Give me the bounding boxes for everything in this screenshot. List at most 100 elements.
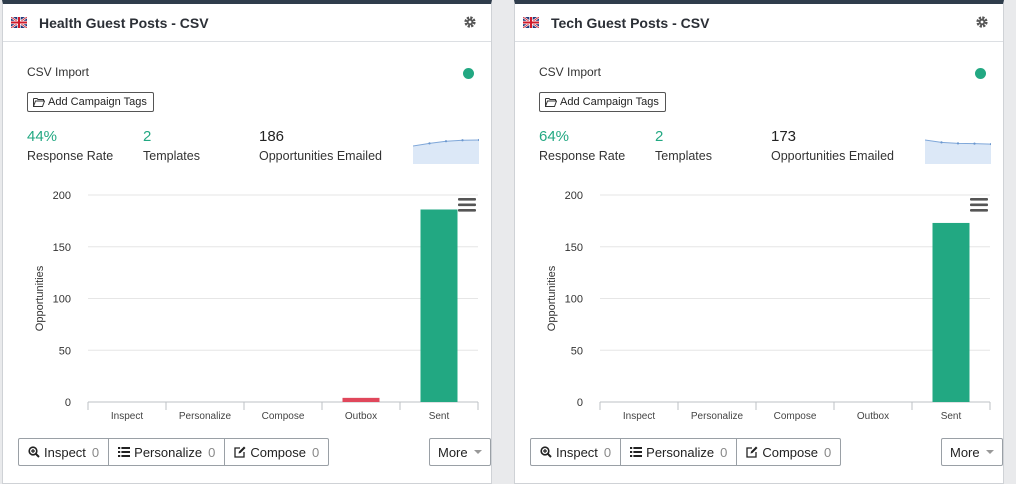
sparkline-point <box>428 142 431 145</box>
sparkline-point <box>956 142 960 145</box>
bar-sent[interactable] <box>932 222 970 402</box>
x-tick-label: Outbox <box>345 411 377 422</box>
x-tick-label: Compose <box>262 411 305 422</box>
panel-header: Health Guest Posts - CSV <box>3 4 491 42</box>
personalize-button[interactable]: Personalize 0 <box>621 438 738 466</box>
campaign-title[interactable]: Tech Guest Posts - CSV <box>551 15 710 31</box>
compose-button[interactable]: Compose 0 <box>225 438 330 466</box>
campaign-panel-tech: Tech Guest Posts - CSV CSV Import Add Ca… <box>514 0 1004 484</box>
pipeline-bar-chart: 0 50 100 150 200 Opportunities Inspect Personal… <box>34 190 479 422</box>
personalize-label: Personalize <box>646 444 715 460</box>
sparkline-point <box>973 142 976 145</box>
campaign-title[interactable]: Health Guest Posts - CSV <box>39 15 209 31</box>
gear-icon[interactable] <box>975 15 989 29</box>
more-dropdown-button[interactable]: More <box>941 438 1003 466</box>
y-tick-label: 200 <box>53 190 71 202</box>
campaign-source: CSV Import <box>27 65 90 79</box>
status-indicator <box>975 68 986 79</box>
compose-button[interactable]: Compose 0 <box>737 438 842 466</box>
campaign-panel-health: Health Guest Posts - CSV CSV Import Add … <box>2 0 492 484</box>
caret-down-icon <box>473 450 482 454</box>
pipeline-bar-chart: 0 50 100 150 200 Opportunities Inspect Personal… <box>546 190 991 422</box>
x-tick-label: Sent <box>429 411 450 422</box>
y-axis-label: Opportunities <box>34 265 46 331</box>
y-tick-label: 50 <box>59 345 71 357</box>
folder-open-icon <box>33 98 45 107</box>
inspect-button[interactable]: Inspect 0 <box>18 438 110 466</box>
x-tick-label: Personalize <box>691 411 744 422</box>
personalize-label: Personalize <box>134 444 203 460</box>
inspect-count: 0 <box>91 444 100 460</box>
response-sparkline <box>925 139 991 164</box>
templates-label: Templates <box>143 149 200 163</box>
add-campaign-tags-button[interactable]: Add Campaign Tags <box>539 92 666 112</box>
compose-label: Compose <box>250 444 306 460</box>
inspect-label: Inspect <box>44 444 86 460</box>
personalize-button[interactable]: Personalize 0 <box>109 438 226 466</box>
stage-button-group: Inspect 0 Personalize 0 Compose 0 <box>18 438 330 468</box>
sparkline-point <box>444 140 448 143</box>
sparkline-area <box>925 140 991 164</box>
bar-outbox[interactable] <box>342 397 380 402</box>
sparkline-point <box>461 139 464 142</box>
x-tick-label: Personalize <box>179 411 232 422</box>
inspect-button[interactable]: Inspect 0 <box>530 438 622 466</box>
opportunities-emailed-label: Opportunities Emailed <box>259 149 382 163</box>
compose-label: Compose <box>762 444 818 460</box>
response-rate-label: Response Rate <box>539 149 626 163</box>
y-tick-label: 0 <box>65 397 71 409</box>
more-label: More <box>438 444 468 460</box>
opportunities-emailed-label: Opportunities Emailed <box>771 149 894 163</box>
sparkline-point <box>477 138 479 142</box>
compose-count: 0 <box>823 444 832 460</box>
uk-flag-icon <box>523 17 539 28</box>
edit-icon <box>234 446 246 458</box>
add-campaign-tags-label: Add Campaign Tags <box>560 96 659 108</box>
x-tick-label: Inspect <box>623 411 655 422</box>
inspect-label: Inspect <box>556 444 598 460</box>
search-plus-icon <box>28 446 40 458</box>
more-dropdown-button[interactable]: More <box>429 438 491 466</box>
y-tick-label: 150 <box>565 242 583 254</box>
response-rate-label: Response Rate <box>27 149 114 163</box>
y-tick-label: 150 <box>53 242 71 254</box>
chart-menu-icon[interactable] <box>970 198 988 212</box>
chart-menu-icon[interactable] <box>458 198 476 212</box>
templates-value[interactable]: 2 <box>655 128 664 145</box>
x-tick-label: Outbox <box>857 411 889 422</box>
add-campaign-tags-button[interactable]: Add Campaign Tags <box>27 92 154 112</box>
edit-icon <box>746 446 758 458</box>
personalize-count: 0 <box>208 444 216 460</box>
campaign-source: CSV Import <box>539 65 602 79</box>
uk-flag-icon <box>11 17 27 28</box>
opportunities-emailed-value: 173 <box>771 128 797 145</box>
y-axis-label: Opportunities <box>546 265 558 331</box>
more-label: More <box>950 444 980 460</box>
inspect-count: 0 <box>603 444 612 460</box>
bar-sent[interactable] <box>420 209 458 402</box>
response-sparkline <box>413 138 479 164</box>
gear-icon[interactable] <box>463 15 477 29</box>
panel-header: Tech Guest Posts - CSV <box>515 4 1003 42</box>
sparkline-point <box>940 141 943 144</box>
folder-open-icon <box>545 98 557 107</box>
caret-down-icon <box>985 450 994 454</box>
x-tick-label: Sent <box>941 411 962 422</box>
y-tick-label: 0 <box>577 397 583 409</box>
y-tick-label: 100 <box>53 294 71 306</box>
x-tick-label: Inspect <box>111 411 143 422</box>
templates-label: Templates <box>655 149 712 163</box>
y-tick-label: 200 <box>565 190 583 202</box>
stage-button-group: Inspect 0 Personalize 0 Compose 0 <box>530 438 842 468</box>
status-indicator <box>463 68 474 79</box>
sparkline-point <box>989 142 991 146</box>
x-tick-label: Compose <box>774 411 817 422</box>
sparkline-area <box>413 140 479 164</box>
compose-count: 0 <box>311 444 320 460</box>
y-tick-label: 100 <box>565 294 583 306</box>
search-plus-icon <box>540 446 552 458</box>
templates-value[interactable]: 2 <box>143 128 152 145</box>
list-icon <box>630 447 643 457</box>
personalize-count: 0 <box>720 444 728 460</box>
add-campaign-tags-label: Add Campaign Tags <box>48 96 147 108</box>
